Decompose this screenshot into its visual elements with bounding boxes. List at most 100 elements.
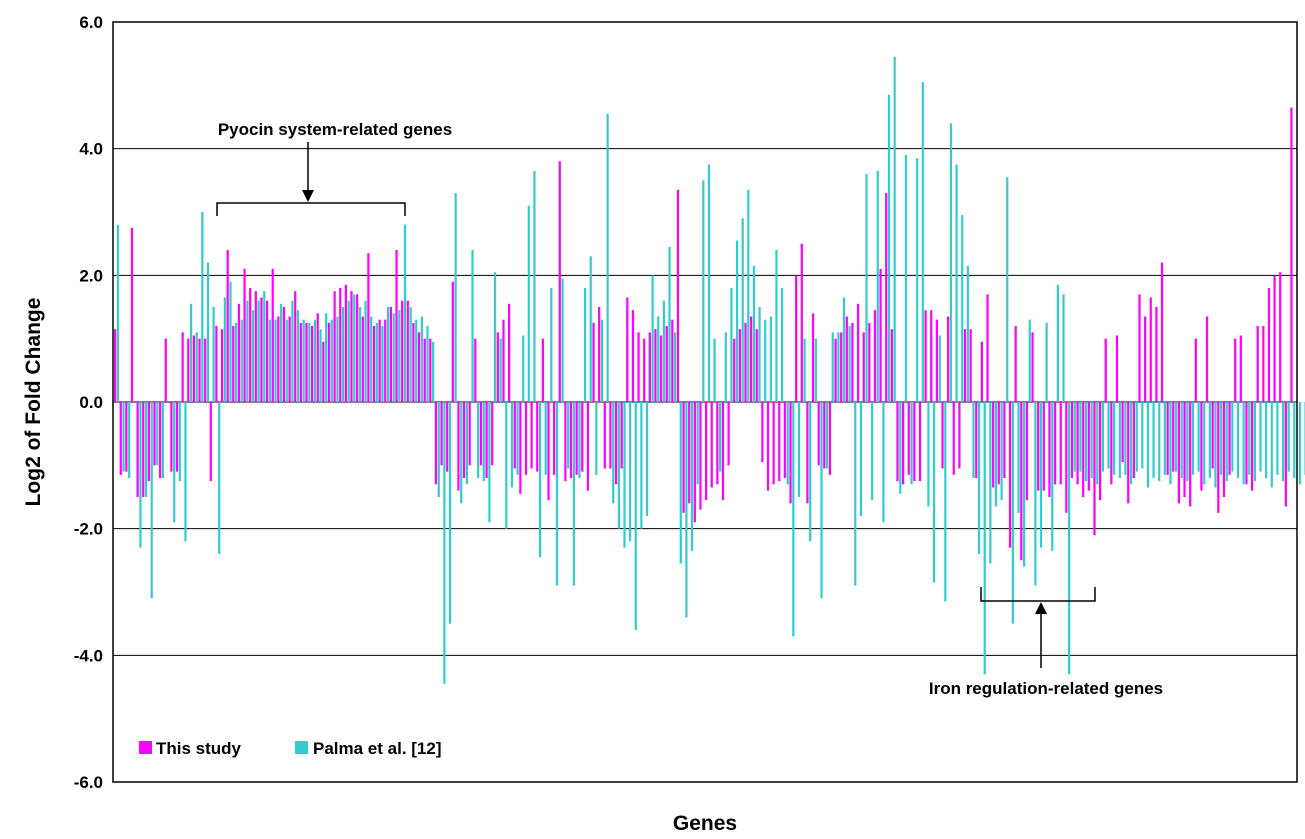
bar-palma: [493, 272, 497, 402]
bar-palma: [583, 288, 587, 402]
y-tick-label: -6.0: [74, 773, 103, 792]
bar-palma: [386, 307, 390, 402]
bar-palma: [1017, 402, 1020, 513]
bar-this-study: [249, 288, 252, 402]
bar-palma: [313, 319, 317, 402]
bar-palma: [1084, 402, 1088, 482]
bar-palma: [550, 288, 553, 402]
bar-this-study: [294, 291, 297, 402]
bar-this-study: [192, 335, 196, 402]
bar-this-study: [429, 338, 432, 402]
bar-palma: [1034, 402, 1037, 586]
bar-palma: [1068, 402, 1071, 675]
bar-palma: [206, 262, 210, 402]
bar-palma: [308, 322, 311, 402]
bar-this-study: [322, 341, 325, 402]
bar-this-study: [682, 402, 685, 513]
bar-this-study: [947, 316, 950, 402]
bar-palma: [1276, 402, 1279, 475]
bar-this-study: [282, 307, 286, 402]
bar-palma: [944, 402, 947, 602]
bar-palma: [668, 246, 671, 402]
bar-this-study: [1160, 262, 1164, 402]
bar-palma: [865, 174, 868, 402]
bar-this-study: [125, 402, 128, 472]
bar-this-study: [1144, 316, 1147, 402]
bar-this-study: [1211, 402, 1214, 469]
bar-this-study: [992, 402, 995, 488]
bar-palma: [516, 402, 519, 475]
bar-palma: [527, 205, 530, 402]
bar-palma: [302, 319, 305, 402]
bar-palma: [1113, 402, 1116, 475]
bar-palma: [116, 224, 120, 402]
bar-this-study: [1267, 288, 1271, 402]
bar-palma: [780, 288, 784, 402]
bar-palma: [144, 402, 148, 497]
bar-palma: [465, 402, 468, 485]
bar-palma: [640, 402, 643, 529]
bar-this-study: [750, 316, 753, 402]
x-axis-title: Genes: [673, 812, 737, 835]
bar-this-study: [170, 402, 173, 472]
bar-this-study: [733, 338, 736, 402]
bar-palma: [882, 402, 885, 523]
bar-this-study: [1082, 402, 1085, 497]
bar-this-study: [1166, 402, 1169, 475]
bar-palma: [831, 332, 834, 402]
bar-this-study: [885, 193, 888, 402]
bar-palma: [696, 402, 699, 485]
bar-palma: [606, 113, 609, 402]
bar-palma: [657, 316, 660, 402]
bar-palma: [685, 402, 688, 618]
bar-this-study: [142, 402, 145, 497]
bar-palma: [1056, 284, 1059, 402]
bar-this-study: [333, 291, 336, 402]
bar-palma: [1101, 402, 1105, 472]
bar-palma: [719, 402, 722, 472]
bar-this-study: [457, 402, 460, 491]
bar-this-study: [232, 326, 235, 402]
bar-palma: [927, 402, 930, 507]
bar-this-study: [671, 319, 674, 402]
plot-area-border: [112, 21, 1298, 783]
bar-this-study: [187, 338, 190, 402]
bar-this-study: [147, 402, 150, 482]
pyocin-annotation: Pyocin system-related genes: [216, 120, 452, 216]
bar-this-study: [547, 402, 550, 501]
bar-palma: [589, 256, 592, 402]
bar-palma: [1242, 402, 1245, 485]
bar-this-study: [676, 189, 680, 402]
bar-palma: [916, 158, 919, 402]
bar-this-study: [1256, 326, 1259, 402]
bar-palma: [1298, 402, 1302, 485]
bar-palma: [713, 338, 716, 402]
bar-palma: [1124, 402, 1127, 475]
bar-this-study: [401, 300, 404, 402]
bar-palma: [899, 402, 902, 494]
y-tick-labels: 6.0 4.0 2.0 0.0 -2.0 -4.0 -6.0: [74, 13, 103, 792]
bar-this-study: [1087, 402, 1090, 491]
bar-this-study: [361, 316, 364, 402]
bar-palma: [938, 335, 941, 402]
pyocin-annotation-label: Pyocin system-related genes: [218, 120, 452, 139]
bar-palma: [240, 319, 243, 402]
bar-this-study: [789, 402, 792, 504]
bar-this-study: [924, 310, 927, 402]
bar-palma: [1045, 322, 1048, 402]
bar-this-study: [485, 402, 488, 478]
bar-palma: [173, 402, 176, 523]
bar-this-study: [1076, 402, 1079, 485]
bar-palma: [949, 123, 953, 402]
bar-palma: [437, 402, 440, 497]
bar-this-study: [265, 300, 269, 402]
bar-palma: [629, 402, 632, 542]
bar-palma: [1000, 402, 1003, 501]
bar-palma: [1006, 177, 1009, 402]
bar-palma: [1051, 402, 1054, 551]
bar-this-study: [1048, 402, 1051, 497]
bar-palma: [904, 155, 908, 402]
bar-palma: [1129, 402, 1133, 485]
bar-this-study: [1290, 107, 1293, 402]
bar-this-study: [524, 402, 528, 475]
